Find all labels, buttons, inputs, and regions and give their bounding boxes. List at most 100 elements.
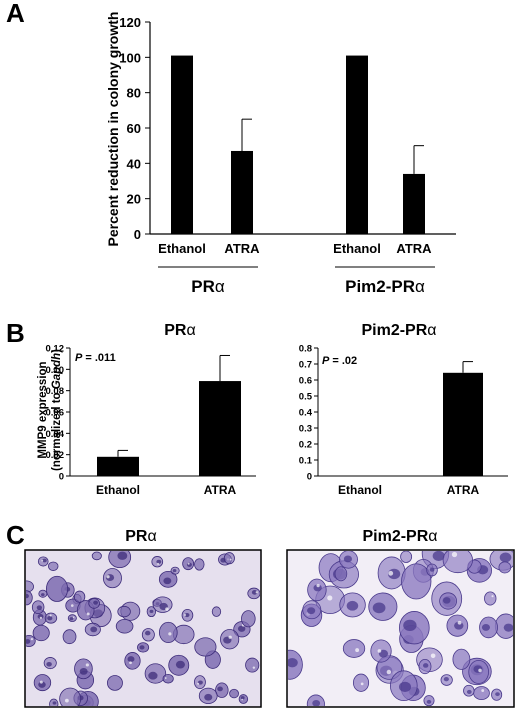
chart-br-ytick-label: 0.3 [299, 424, 312, 435]
chart-br-ytick-label: 0.7 [299, 360, 312, 371]
cell-vacuole [165, 607, 168, 610]
cell-nucleus [495, 692, 500, 696]
micrograph-pra: PRα [19, 528, 261, 712]
cell-vacuole [31, 638, 33, 640]
cell [194, 559, 204, 570]
cell-vacuole [388, 571, 393, 576]
cell-vacuole [253, 666, 255, 668]
cell-vacuole [87, 612, 90, 615]
cell-nucleus [148, 672, 157, 680]
chart-br-ytick-label: 0.4 [299, 408, 313, 419]
cell-vacuole [71, 604, 74, 607]
chart-a-category-label: Ethanol [333, 241, 381, 256]
cell-nucleus [287, 658, 298, 667]
cell [353, 674, 368, 691]
micrograph-pra-image [25, 550, 261, 707]
cell [241, 611, 255, 627]
cell-nucleus [312, 700, 320, 707]
cell [246, 658, 259, 672]
chart-bl-ytick-label: 0 [59, 472, 64, 483]
cell [63, 630, 76, 644]
cell-nucleus [347, 601, 359, 611]
cell-vacuole [491, 595, 493, 597]
cell [107, 676, 122, 691]
cell-vacuole [41, 560, 43, 562]
cell [484, 592, 496, 605]
cell-nucleus [238, 626, 245, 632]
chart-b-right-title: Pim2-PRα [361, 322, 436, 339]
chart-br-category-label: ATRA [447, 483, 480, 497]
cell-vacuole [458, 621, 462, 625]
cell-vacuole [378, 649, 382, 653]
cell-vacuole [40, 681, 43, 684]
cell-vacuole [316, 584, 319, 587]
cell [335, 567, 347, 581]
chart-bl-ytick-label: 0.06 [46, 408, 65, 419]
cell-nucleus [80, 668, 88, 675]
chart-bl-category-label: ATRA [204, 483, 237, 497]
panel-letter-b: B [6, 318, 25, 348]
cell-nucleus [156, 560, 161, 564]
cell [163, 674, 173, 683]
cell-nucleus [46, 662, 52, 667]
cell [48, 562, 58, 571]
chart-a-group-label-pra: PRα [191, 277, 225, 296]
cell-nucleus [139, 645, 144, 649]
cell [92, 552, 101, 560]
cell-vacuole [40, 617, 42, 619]
chart-a-ytick-label: 60 [127, 121, 141, 136]
cell-nucleus [53, 701, 57, 704]
cell-nucleus [427, 700, 432, 704]
chart-a-bar-0-1 [231, 151, 253, 234]
chart-bl-ytick-label: 0.04 [46, 429, 65, 440]
cell-nucleus [37, 605, 42, 609]
chart-a-bar-1-1 [403, 174, 425, 234]
chart-br-ytick-label: 0 [307, 472, 312, 483]
cell-vacuole [452, 552, 457, 557]
chart-a-ytick-label: 0 [134, 227, 141, 242]
cell-vacuole [157, 563, 159, 565]
cell [195, 638, 216, 656]
chart-b-right: Pim2-PRα P = .02 00.10.20.30.40.50.60.70… [299, 322, 508, 497]
cell-nucleus [443, 597, 451, 603]
cell-nucleus [500, 553, 512, 563]
chart-a-category-label: ATRA [224, 241, 260, 256]
cell [499, 562, 511, 573]
chart-b-left: PRα MMP9 expression (normalized to Gapdh… [37, 322, 256, 497]
cell [230, 689, 239, 698]
cell-nucleus [70, 617, 74, 620]
chart-a-category-label: ATRA [396, 241, 432, 256]
cell-vacuole [241, 699, 243, 701]
cell [474, 687, 490, 700]
chart-br-ytick-label: 0.2 [299, 440, 312, 451]
chart-br-ytick-label: 0.6 [299, 376, 312, 387]
cell-vacuole [431, 653, 436, 658]
cell-nucleus [204, 694, 212, 701]
micrograph-pim2-pra: Pim2-PRα [278, 528, 517, 713]
micrograph-pim2-pra-title: Pim2-PRα [362, 528, 437, 545]
cell [116, 619, 133, 633]
cell-vacuole [361, 682, 364, 685]
chart-a-bar-0-0 [171, 56, 193, 234]
cell-vacuole [165, 677, 167, 679]
chart-b-right-p-value: P = .02 [322, 355, 357, 367]
cell-nucleus [93, 601, 98, 605]
chart-a-ytick-label: 20 [127, 192, 141, 207]
chart-a-ytick-label: 100 [119, 50, 141, 65]
panel-letter-a: A [6, 0, 25, 28]
cell-nucleus [504, 624, 514, 632]
chart-bl-ytick-label: 0.10 [46, 365, 65, 376]
cell-vacuole [387, 670, 391, 674]
cell [453, 649, 470, 669]
chart-a-ytick-label: 80 [127, 86, 141, 101]
chart-br-ytick-label: 0.8 [299, 344, 312, 355]
chart-bl-bar-1 [199, 381, 241, 476]
chart-a-bar-1-0 [346, 56, 368, 234]
chart-bl-ytick-label: 0.12 [46, 344, 65, 355]
cell [118, 606, 131, 617]
cell [212, 607, 221, 617]
cell-vacuole [168, 632, 171, 635]
chart-bl-bar-0 [97, 457, 139, 476]
cell [33, 625, 49, 641]
